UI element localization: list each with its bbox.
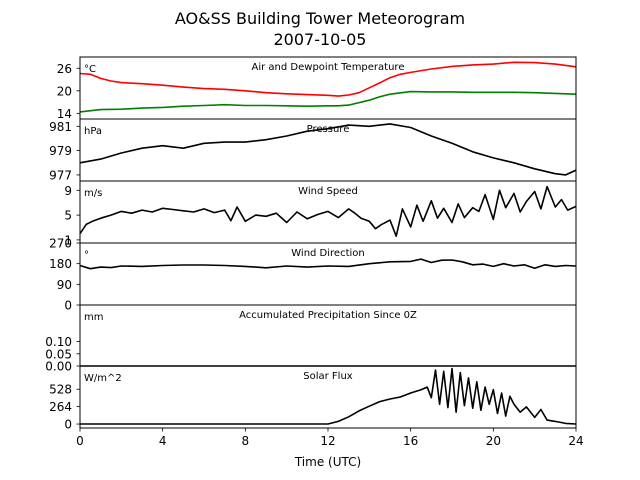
y-tick-label: 0 [64,299,72,313]
panel-4: 0 90 180 270 ° Wind Direction [49,237,577,313]
x-tick-label: 20 [486,434,501,448]
series-line-3-1 [79,185,577,237]
panel-unit-label: m/s [84,188,102,199]
panel-unit-label: ° [84,250,89,261]
panel-title: Wind Speed [298,186,358,197]
y-tick-label: 0.10 [45,335,72,349]
y-tick-label: 9 [64,184,72,198]
panel-unit-label: hPa [84,126,102,137]
panel-unit-label: mm [84,312,103,323]
y-tick-label: 14 [57,107,72,121]
panel-1: 14 20 26 °C Air and Dewpoint Temperature [57,56,577,121]
y-tick-label: 270 [49,237,72,251]
panel-3: 1 5 9 m/s Wind Speed [64,180,577,247]
x-tick-label: 4 [159,434,167,448]
y-tick-label: 977 [49,168,72,182]
y-tick-label: 1 [64,233,72,247]
panel-2: 977 979 981 hPa Pressure [49,118,577,182]
series-line-4-1 [79,258,577,270]
y-tick-label: 90 [57,278,72,292]
x-axis: 0 4 8 12 16 20 24 [76,428,584,448]
series-line-1-1 [79,61,577,97]
panel-title: Accumulated Precipitation Since 0Z [239,310,417,321]
panel-title: Solar Flux [303,371,353,382]
x-axis-label: Time (UTC) [294,455,361,469]
panel-1-lines [79,61,577,113]
panel-title: Pressure [307,124,350,135]
panel-title: Wind Direction [291,248,365,259]
y-tick-label: 979 [49,144,72,158]
y-tick-label: 264 [49,400,72,414]
panel-title: Air and Dewpoint Temperature [252,62,405,73]
panel-4-lines [79,258,577,270]
y-tick-label: 26 [57,62,72,76]
y-tick-label: 0 [64,418,72,432]
panel-3-lines [79,185,577,237]
chart-subtitle: 2007-10-05 [274,30,367,49]
series-line-6-1 [80,367,577,425]
x-tick-label: 0 [76,434,84,448]
x-tick-label: 12 [320,434,335,448]
y-tick-label: 180 [49,257,72,271]
y-tick-label: 0.00 [45,360,72,374]
y-tick-label: 0.05 [45,347,72,361]
panel-6: 0 264 528 W/m^2 Solar Flux [49,365,577,432]
y-tick-label: 5 [64,209,72,223]
y-tick-label: 20 [57,84,72,98]
x-tick-label: 8 [242,434,250,448]
panel-unit-label: °C [84,64,96,75]
x-tick-label: 16 [403,434,418,448]
y-tick-label: 528 [49,383,72,397]
chart-title: AO&SS Building Tower Meteorogram [175,9,465,28]
y-tick-label: 981 [49,120,72,134]
series-line-1-2 [79,90,577,113]
series-line-2-1 [79,123,577,176]
panel-2-lines [79,123,577,176]
panel-unit-label: W/m^2 [84,373,122,384]
x-tick-label: 24 [568,434,583,448]
panel-6-lines [80,367,577,425]
